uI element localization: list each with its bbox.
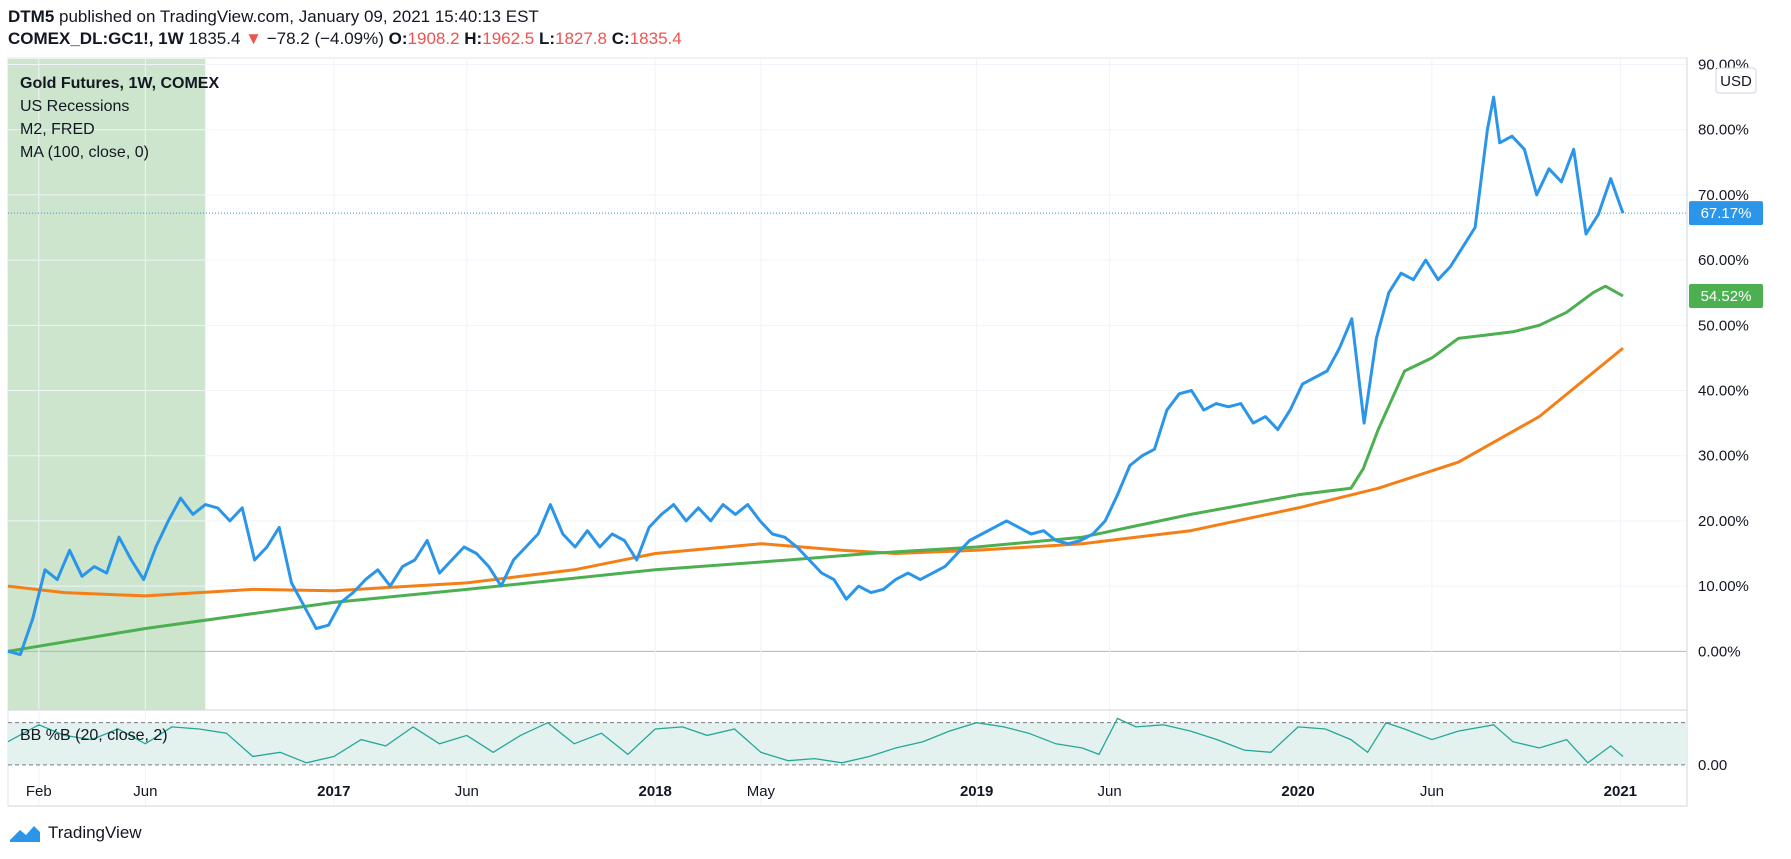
currency-button-bg[interactable] (1715, 67, 1757, 94)
x-tick-label: Jun (1098, 783, 1122, 800)
x-tick-label: Jun (1420, 783, 1444, 800)
y-tick-label: 60.00% (1698, 252, 1749, 269)
grid-lines (8, 58, 1687, 806)
tradingview-logo-icon (10, 826, 40, 842)
recession-band (8, 59, 206, 710)
y-tick-label: 70.00% (1698, 187, 1749, 204)
x-tick-label: Feb (26, 783, 52, 800)
chart-frame (7, 57, 1688, 807)
x-tick-label: 2020 (1281, 783, 1314, 800)
publish-line: DTM5 published on TradingView.com, Janua… (8, 6, 1783, 28)
last-price: 1835.4 (188, 29, 241, 48)
legend-bb[interactable]: BB %B (20, close, 2) (20, 727, 168, 744)
high-label: H: (464, 29, 483, 48)
chart-header: DTM5 published on TradingView.com, Janua… (8, 6, 1783, 50)
symbol-label: COMEX_DL:GC1!, 1W (8, 29, 184, 48)
gold-futures-line (7, 95, 1625, 657)
legend: Gold Futures, 1W, COMEX US Recessions M2… (20, 75, 219, 744)
bb-band-fill (8, 722, 1687, 765)
m2-line (7, 284, 1624, 653)
legend-main-series[interactable]: Gold Futures, 1W, COMEX (20, 75, 219, 92)
gold-price-tag-bg (1689, 201, 1763, 226)
ma-100-line (7, 346, 1624, 598)
y-tick-label: 10.00% (1698, 578, 1749, 595)
close-value: 1835.4 (629, 29, 682, 48)
published-text: published on TradingView.com, January 09… (59, 7, 539, 26)
x-tick-label: 2018 (639, 783, 672, 800)
bb-layer (7, 717, 1687, 766)
bb-y-tick-label: 0.00 (1698, 757, 1727, 774)
main-series-layer (7, 95, 1625, 657)
price-change: −78.2 (−4.09%) (266, 29, 384, 48)
currency-button-label[interactable]: USD (1720, 73, 1752, 90)
x-tick-label: 2017 (317, 783, 350, 800)
legend-recessions[interactable]: US Recessions (20, 98, 129, 115)
footer-brand: TradingView (48, 823, 142, 842)
time-axis[interactable]: Feb Jun 2017 Jun 2018 May 2019 Jun 2020 Jun 2021 (26, 783, 1637, 800)
m2-price-tag-label: 54.52% (1701, 288, 1752, 305)
y-tick-label: 0.00% (1698, 643, 1741, 660)
close-label: C: (611, 29, 630, 48)
open-label: O: (388, 29, 408, 48)
x-tick-label: Jun (455, 783, 479, 800)
price-axis[interactable]: 0.00% 10.00% 20.00% 30.00% 40.00% 50.00% 60.00… (1698, 57, 1749, 774)
legend-m2[interactable]: M2, FRED (20, 121, 95, 138)
m2-price-tag: 54.52% (1689, 283, 1763, 308)
x-tick-label: 2021 (1604, 783, 1637, 800)
m2-price-tag-bg (1689, 283, 1763, 308)
low-label: L: (538, 29, 556, 48)
x-tick-label: Jun (133, 783, 157, 800)
publisher-name: DTM5 (8, 7, 55, 26)
bb-percent-line (7, 717, 1624, 764)
open-value: 1908.2 (407, 29, 460, 48)
low-value: 1827.8 (555, 29, 608, 48)
legend-ma[interactable]: MA (100, close, 0) (20, 144, 149, 161)
currency-button[interactable]: USD (1715, 67, 1757, 94)
y-tick-label: 80.00% (1698, 122, 1749, 139)
y-tick-label: 50.00% (1698, 317, 1749, 334)
y-tick-label: 40.00% (1698, 383, 1749, 400)
y-tick-label: 20.00% (1698, 513, 1749, 530)
gold-price-tag-label: 67.17% (1701, 205, 1752, 222)
down-arrow-icon: ▼ (245, 29, 262, 48)
ohlc-line: COMEX_DL:GC1!, 1W 1835.4 ▼ −78.2 (−4.09%… (8, 28, 1783, 50)
x-tick-label: May (747, 783, 776, 800)
x-tick-label: 2019 (960, 783, 993, 800)
high-value: 1962.5 (482, 29, 535, 48)
footer: TradingView (8, 822, 142, 844)
y-tick-label: 30.00% (1698, 448, 1749, 465)
gold-price-tag: 67.17% (1689, 201, 1763, 226)
